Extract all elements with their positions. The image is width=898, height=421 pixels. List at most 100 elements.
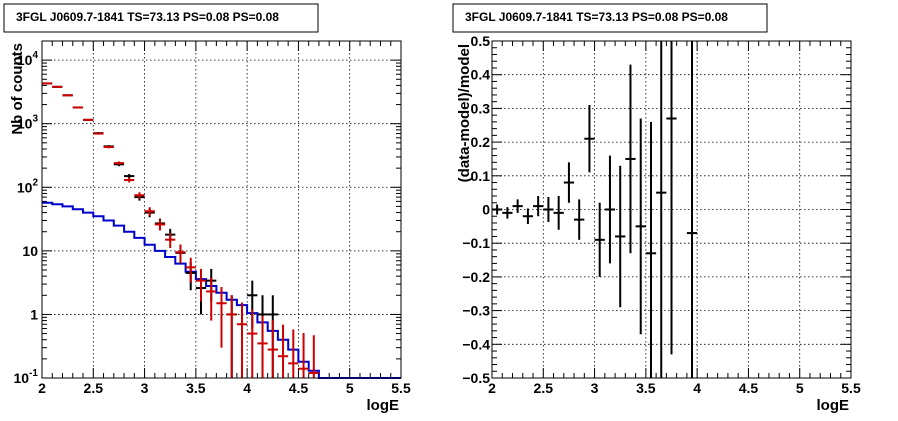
y-tick-label: 0.3 <box>471 100 491 116</box>
x-tick-label: 4.5 <box>289 380 309 396</box>
prediction-point <box>124 177 135 183</box>
chart-title: 3FGL J0609.7-1841 TS=73.13 PS=0.08 PS=0.… <box>465 10 728 24</box>
prediction-point <box>93 132 104 135</box>
y-tick-exp: -1 <box>29 368 38 379</box>
prediction-point <box>72 106 84 109</box>
prediction-point <box>195 268 207 302</box>
prediction-point <box>247 309 258 378</box>
x-tick-label: 2 <box>38 380 46 396</box>
prediction-point <box>288 329 299 378</box>
y-tick-base: 10 <box>17 52 33 68</box>
y-tick-exp: 2 <box>32 177 38 188</box>
y-tick-base: 10 <box>14 370 30 386</box>
y-tick-label: 0.1 <box>471 168 491 184</box>
prediction-point <box>226 295 237 378</box>
residual-point <box>686 41 698 378</box>
prediction-point <box>185 257 196 283</box>
prediction-point <box>134 192 145 199</box>
residual-point <box>645 121 657 378</box>
counts-chart: 3FGL J0609.7-1841 TS=73.13 PS=0.08 PS=0.… <box>3 3 411 414</box>
residual-point <box>656 41 667 378</box>
residual-point <box>543 197 554 222</box>
residual-point <box>584 105 595 173</box>
residual-point <box>492 204 503 215</box>
x-tick-label: 3 <box>591 380 599 396</box>
residual-point <box>502 207 513 219</box>
residuals-chart: 3FGL J0609.7-1841 TS=73.13 PS=0.08 PS=0.… <box>452 3 861 414</box>
plot-frame <box>491 40 852 379</box>
y-axis-label: Nb of counts <box>9 43 26 135</box>
x-tick-label: 4 <box>693 380 701 396</box>
prediction-point <box>206 277 217 321</box>
title-box <box>3 3 319 33</box>
x-tick-label: 5 <box>796 380 804 396</box>
y-tick-label: 103 <box>17 114 39 132</box>
y-tick-base: 10 <box>22 243 38 259</box>
prediction-point <box>308 335 319 378</box>
x-tick-label: 3.5 <box>636 380 656 396</box>
prediction-point <box>52 85 63 88</box>
prediction-point <box>216 287 227 348</box>
y-tick-label: 0.4 <box>471 67 491 83</box>
x-tick-label: 5.5 <box>391 380 411 396</box>
y-tick-label: 0 <box>482 202 490 218</box>
residual-point <box>604 155 616 264</box>
residual-point <box>563 162 575 203</box>
y-axis-label: (data-model)/model <box>456 44 473 182</box>
prediction-point <box>165 233 176 248</box>
x-tick-label: 2.5 <box>84 380 104 396</box>
residual-point <box>553 196 564 230</box>
prediction-point <box>267 320 278 378</box>
x-tick-label: 2 <box>488 380 496 396</box>
y-tick-exp: 4 <box>32 50 38 61</box>
x-tick-label: 3.5 <box>186 380 206 396</box>
residual-point <box>666 41 677 355</box>
data-point <box>124 173 135 179</box>
prediction-point <box>144 207 155 216</box>
x-tick-label: 2.5 <box>534 380 554 396</box>
residual-point <box>533 196 544 217</box>
y-tick-label: 1 <box>30 306 38 322</box>
y-tick-label: 10 <box>22 243 38 259</box>
prediction-point <box>113 161 125 165</box>
residual-point <box>522 208 534 224</box>
residual-point <box>635 118 646 335</box>
prediction-point <box>103 145 114 149</box>
chart-title: 3FGL J0609.7-1841 TS=73.13 PS=0.08 PS=0.… <box>16 10 279 24</box>
x-tick-label: 5 <box>346 380 354 396</box>
prediction-point <box>236 302 248 378</box>
prediction-point <box>42 82 53 85</box>
x-tick-label: 4.5 <box>739 380 759 396</box>
prediction-point <box>175 244 186 264</box>
prediction-point <box>154 219 166 231</box>
plot-frame <box>41 40 402 379</box>
y-tick-label: 10-1 <box>14 368 39 386</box>
title-box <box>452 3 768 33</box>
x-axis-label: logE <box>367 397 400 414</box>
y-tick-label: −0.2 <box>462 269 490 285</box>
residual-point <box>615 165 626 308</box>
prediction-point <box>83 118 94 121</box>
residual-point <box>512 199 523 213</box>
prediction-point <box>257 316 268 378</box>
y-tick-label: −0.1 <box>462 235 490 251</box>
y-tick-label: 102 <box>17 177 39 195</box>
x-tick-label: 4 <box>243 380 251 396</box>
prediction-point <box>62 94 73 97</box>
y-tick-base: 10 <box>17 116 33 132</box>
y-tick-label: −0.4 <box>462 336 490 352</box>
y-tick-label: 0.2 <box>471 134 491 150</box>
y-tick-label: −0.3 <box>462 303 490 319</box>
y-tick-exp: 3 <box>32 114 38 125</box>
y-tick-label: 104 <box>17 50 39 68</box>
y-tick-label: 0.5 <box>471 33 491 49</box>
prediction-point <box>277 324 289 378</box>
x-axis-label: logE <box>817 397 850 414</box>
residual-point <box>594 202 605 277</box>
prediction-point <box>298 333 309 378</box>
x-tick-label: 5.5 <box>841 380 861 396</box>
y-tick-label: −0.5 <box>462 370 490 386</box>
y-tick-base: 1 <box>30 306 38 322</box>
residual-point <box>625 64 636 254</box>
